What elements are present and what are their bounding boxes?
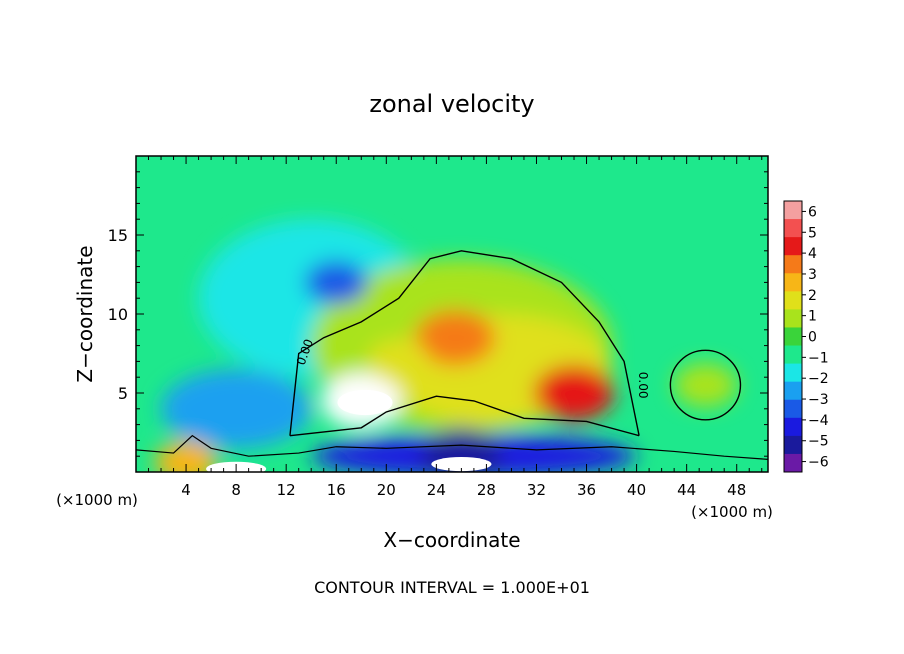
field-peak	[337, 389, 393, 416]
colorbar-swatch	[784, 453, 802, 473]
colorbar-swatch	[784, 435, 802, 455]
colorbar-label: −5	[808, 434, 829, 450]
x-tick-label: 24	[427, 481, 446, 499]
colorbar-label: −1	[808, 350, 829, 366]
field-peak	[431, 456, 492, 472]
x-tick-label: 32	[527, 481, 546, 499]
colorbar-swatch	[784, 255, 802, 274]
colorbar-swatch	[784, 219, 802, 238]
colorbar-swatch	[784, 345, 802, 365]
colorbar-label: 1	[808, 309, 817, 325]
field-core	[204, 394, 268, 439]
x-tick-label: 48	[727, 481, 746, 499]
x-tick-label: 8	[231, 481, 241, 499]
colorbar-label: −3	[808, 392, 829, 408]
colorbar-swatch	[784, 309, 802, 328]
colorbar-swatch	[784, 291, 802, 310]
colorbar-swatch	[784, 237, 802, 256]
y-tick-label: 15	[108, 226, 128, 245]
x-unit-left: (×1000 m)	[56, 491, 138, 509]
field-core	[533, 365, 615, 421]
field-core	[674, 363, 737, 407]
chart-title: zonal velocity	[369, 90, 534, 118]
zero-contours: 0.000.00	[136, 250, 768, 460]
colorbar-label: −2	[808, 371, 829, 387]
x-tick-label: 20	[377, 481, 396, 499]
colorbar-label: 5	[808, 225, 817, 241]
field-core	[421, 428, 502, 472]
field-core	[367, 339, 431, 384]
y-tick-label: 5	[118, 384, 128, 403]
field-core	[415, 309, 496, 366]
colorbar-swatch	[784, 399, 802, 419]
y-axis-label: Z−coordinate	[73, 245, 97, 382]
x-tick-label: 44	[677, 481, 696, 499]
contour-label: 0.00	[636, 372, 650, 399]
x-tick-label: 12	[277, 481, 296, 499]
x-tick-label: 36	[577, 481, 596, 499]
colorbar-label: 6	[808, 204, 817, 220]
x-tick-label: 4	[181, 481, 191, 499]
y-axis: 5 10 15	[108, 171, 768, 457]
contour-line	[136, 434, 768, 460]
colorbar-swatch	[784, 417, 802, 437]
colorbar-label: 3	[808, 267, 817, 283]
x-axis-label: X−coordinate	[383, 528, 520, 552]
contour-line	[289, 250, 640, 436]
colorbar-label: 0	[808, 330, 817, 346]
colorbar-label: 4	[808, 246, 817, 262]
colorbar-swatch	[784, 327, 802, 347]
colorbar-label: −6	[808, 455, 829, 471]
colorbar-swatch	[784, 381, 802, 401]
colorbar-swatch	[784, 273, 802, 292]
colorbar-swatch	[784, 201, 802, 220]
contour-interval-note: CONTOUR INTERVAL = 1.000E+01	[314, 578, 590, 597]
x-unit-right: (×1000 m)	[691, 503, 773, 521]
colorbar-swatch	[784, 363, 802, 383]
plot-area	[136, 156, 768, 472]
x-axis: 4 8 12 16 20 24 28 32 36 40 44 48	[148, 156, 763, 499]
field-core	[154, 440, 218, 472]
colorbar: 6 5 4 3 2 1 0 −1 −2 −3 −4 −5 −6	[783, 200, 829, 473]
x-tick-label: 40	[627, 481, 646, 499]
x-tick-label: 16	[327, 481, 346, 499]
x-tick-label: 28	[477, 481, 496, 499]
colorbar-label: −4	[808, 413, 829, 429]
contour-line	[669, 349, 742, 421]
field-core	[304, 260, 368, 305]
y-tick-label: 10	[108, 305, 128, 324]
colorbar-label: 2	[808, 288, 817, 304]
contour-line	[289, 395, 640, 437]
